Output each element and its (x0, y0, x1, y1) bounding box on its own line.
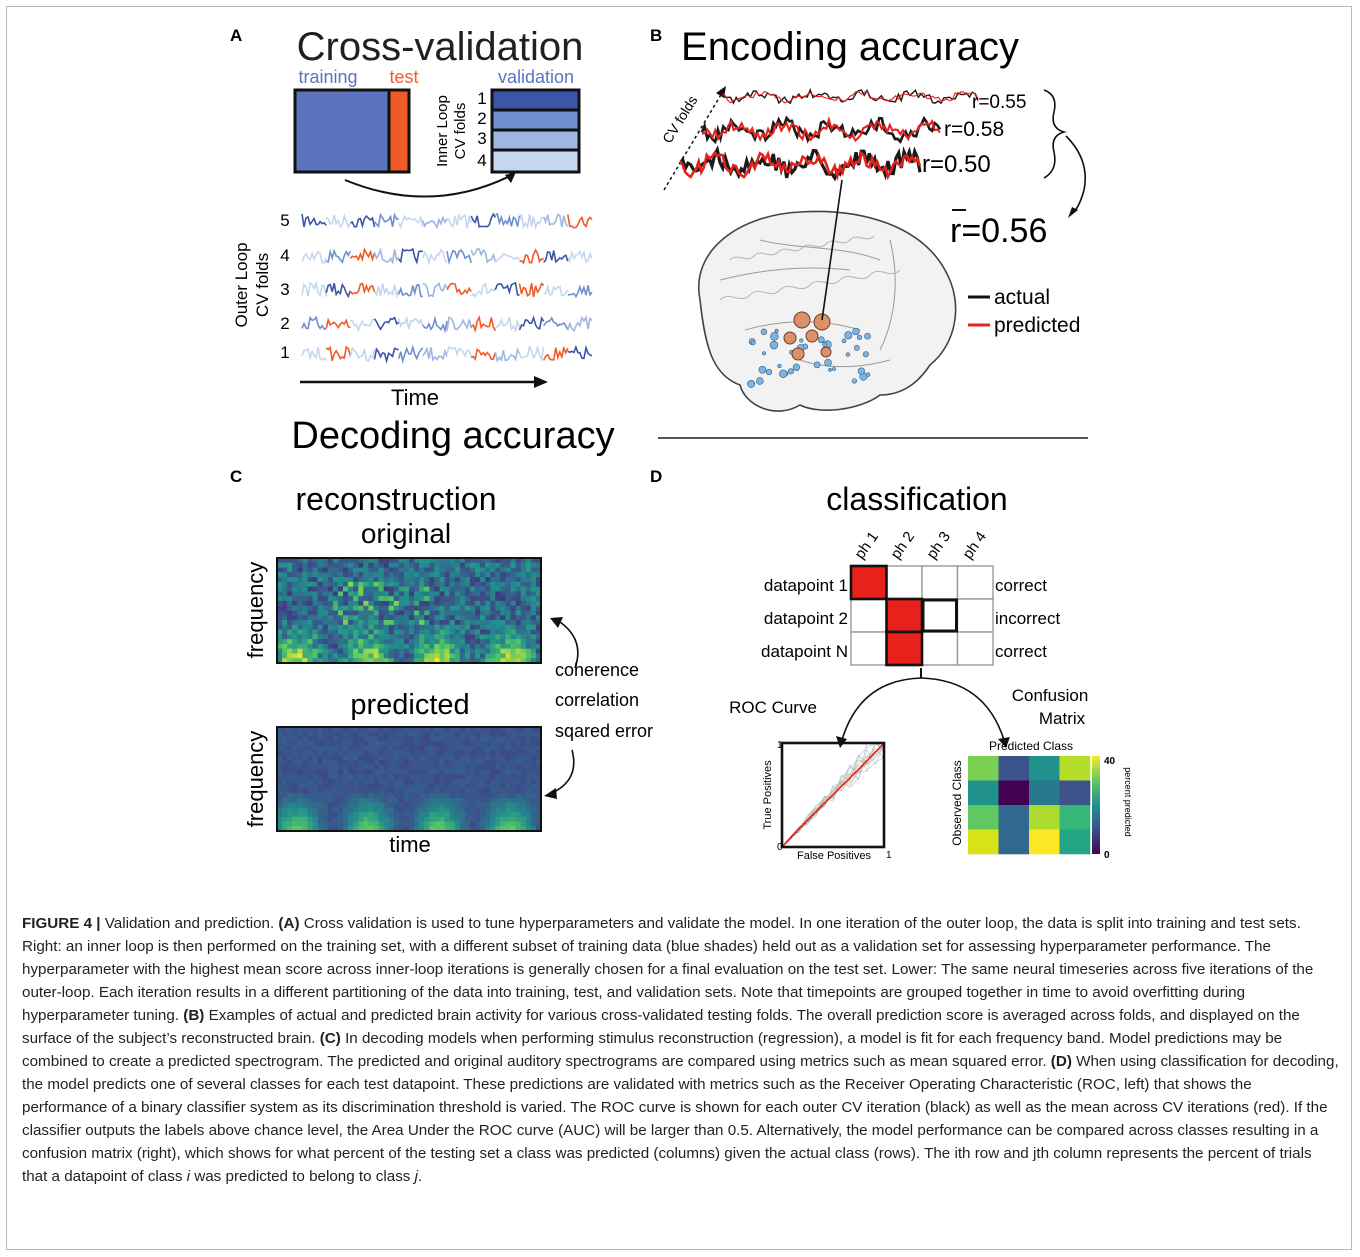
figure-caption: FIGURE 4 | Validation and prediction. (A… (22, 912, 1340, 1188)
caption-a-text: Cross validation is used to tune hyperpa… (22, 915, 1314, 1024)
test-label: test (389, 67, 418, 87)
time-axis-label: Time (391, 385, 439, 410)
confusion-title-2: Matrix (1039, 709, 1086, 728)
brain-illustration (697, 210, 957, 412)
caption-d-i: i (186, 1168, 191, 1185)
row-result-3: correct (995, 642, 1047, 661)
r-value-2: r=0.58 (944, 118, 1004, 141)
inner-folds (490, 88, 581, 174)
electrode-grid (747, 311, 871, 388)
roc-plot (781, 742, 885, 848)
frequency-label-top: frequency (243, 562, 268, 659)
row-label-2: datapoint 2 (764, 609, 848, 628)
training-label: training (298, 67, 357, 87)
row-result-1: correct (995, 576, 1047, 595)
roc-tick-1x: 1 (886, 850, 892, 861)
caption-c-tag: (C) (319, 1030, 341, 1047)
confusion-matrix (968, 756, 1091, 855)
inner-fold-2: 2 (477, 109, 486, 128)
caption-d-j: j (414, 1168, 419, 1185)
r-value-3: r=0.50 (922, 151, 991, 178)
metric-squared-error: sqared error (555, 721, 653, 741)
roc-xlabel: False Positives (797, 850, 871, 862)
panel-c-title-2: original (361, 518, 451, 549)
test-block (387, 88, 411, 174)
confusion-title-1: Confusion (1012, 686, 1089, 705)
outer-fold-2: 2 (280, 314, 289, 333)
cm-colorbar-min: 0 (1104, 850, 1110, 861)
outer-fold-5: 5 (280, 211, 289, 230)
caption-d-mid: was predicted to belong to class (194, 1168, 411, 1185)
classification-grid (849, 564, 994, 667)
inner-fold-4: 4 (477, 151, 486, 170)
cm-colorbar-label: percent predicted (1123, 767, 1133, 837)
phoneme-4: ph 4 (959, 529, 990, 563)
decoding-title: Decoding accuracy (291, 415, 614, 457)
metric-coherence: coherence (555, 660, 639, 680)
panel-a-title: Cross-validation (297, 25, 584, 69)
caption-b-tag: (B) (183, 1007, 205, 1024)
predicted-title: predicted (350, 689, 469, 721)
panel-c-letter: C (230, 467, 242, 486)
figure-graphic: A Cross-validation training test validat… (230, 25, 1133, 862)
original-spectrogram (277, 558, 542, 664)
inner-fold-1: 1 (477, 89, 486, 108)
roc-tick-1y: 1 (777, 740, 783, 751)
roc-tick-0: 0 (777, 842, 783, 853)
phoneme-3: ph 3 (923, 529, 954, 563)
caption-a-tag: (A) (278, 915, 300, 932)
outer-fold-1: 1 (280, 343, 289, 362)
outer-cv-label: CV folds (253, 253, 272, 317)
validation-label: validation (498, 67, 574, 87)
metric-correlation: correlation (555, 690, 639, 710)
cm-colorbar-max: 40 (1104, 756, 1116, 767)
spec-time-label: time (389, 832, 431, 857)
panel-b-letter: B (650, 26, 662, 45)
figure-frame (6, 6, 1352, 1250)
panel-a-letter: A (230, 26, 242, 45)
caption-d-tag: (D) (1050, 1053, 1072, 1070)
encoding-traces (678, 87, 979, 182)
r-value-1: r=0.55 (972, 92, 1026, 113)
cm-xlabel: Predicted Class (989, 739, 1073, 753)
inner-loop-arrow (344, 175, 511, 198)
cm-colorbar (1092, 756, 1100, 854)
caption-b-text: Examples of actual and predicted brain a… (22, 1007, 1300, 1047)
outer-fold-3: 3 (280, 280, 289, 299)
roc-ylabel: True Positives (762, 760, 774, 830)
inner-cv-label: CV folds (452, 103, 469, 160)
legend-predicted: predicted (994, 314, 1080, 337)
caption-title: Validation and prediction. (104, 915, 275, 932)
panel-d-title: classification (826, 481, 1007, 517)
outer-fold-4: 4 (280, 246, 289, 265)
caption-d-end: . (418, 1168, 423, 1185)
caption-c-text: In decoding models when performing stimu… (22, 1030, 1283, 1070)
outer-loop-label: Outer Loop (232, 242, 251, 327)
cm-ylabel: Observed Class (950, 760, 964, 845)
figure-label: FIGURE 4 | (22, 915, 101, 932)
frequency-label-bottom: frequency (243, 731, 268, 828)
legend-actual: actual (994, 286, 1050, 309)
row-label-1: datapoint 1 (764, 576, 848, 595)
caption-d-text: When using classification for decoding, … (22, 1053, 1339, 1185)
training-block (293, 88, 391, 174)
roc-title: ROC Curve (729, 698, 817, 717)
panel-b-title: Encoding accuracy (681, 25, 1019, 69)
panel-c-title-1: reconstruction (296, 481, 497, 517)
panel-d-letter: D (650, 467, 662, 486)
row-result-2: incorrect (995, 609, 1060, 628)
row-label-3: datapoint N (761, 642, 848, 661)
phoneme-1: ph 1 (851, 529, 882, 563)
inner-loop-label: Inner Loop (434, 95, 451, 167)
inner-fold-3: 3 (477, 129, 486, 148)
outer-loop-timeseries (301, 212, 593, 364)
predicted-spectrogram (277, 727, 542, 832)
mean-r-value: r=0.56 (950, 212, 1047, 250)
phoneme-2: ph 2 (887, 529, 918, 563)
